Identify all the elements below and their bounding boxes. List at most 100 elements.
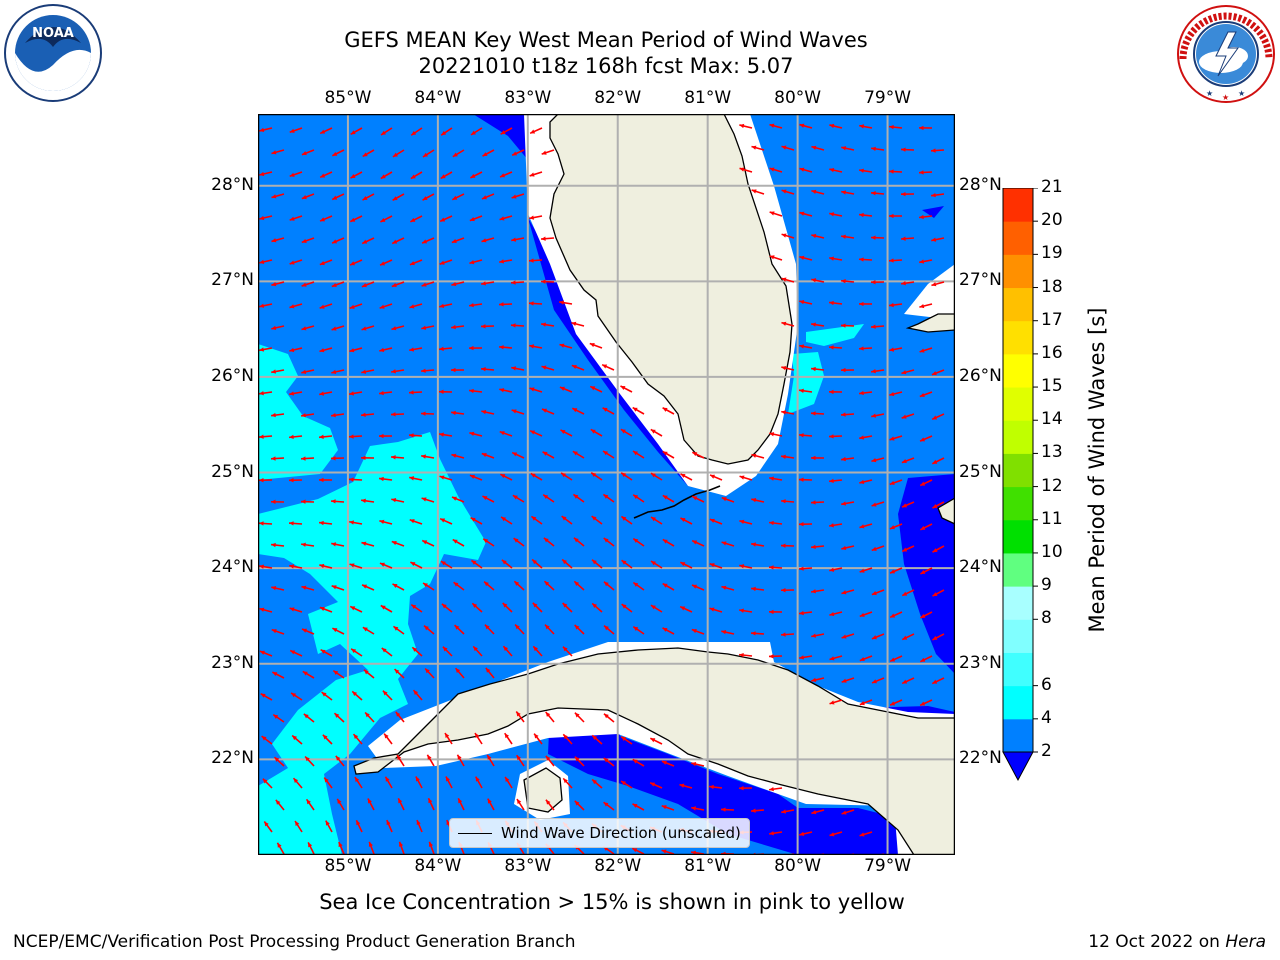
wind-wave-arrow (438, 346, 453, 352)
wind-wave-arrow (395, 711, 405, 723)
wind-wave-arrow (398, 841, 405, 855)
wind-wave-arrow (528, 258, 543, 263)
wind-wave-arrow (543, 537, 555, 547)
longitude-label-top: 81°W (684, 88, 732, 108)
nws-logo: ★ ★ ★ (1177, 5, 1275, 103)
wind-wave-arrow (438, 389, 453, 394)
wind-wave-arrow (918, 214, 933, 220)
wind-wave-arrow (381, 647, 393, 657)
wind-wave-arrow (559, 300, 573, 305)
wind-wave-arrow (769, 831, 783, 836)
wind-wave-arrow (440, 127, 453, 136)
wind-wave-arrow (545, 799, 555, 811)
wind-wave-arrow (691, 539, 705, 547)
longitude-label-bottom: 81°W (684, 856, 732, 876)
wind-wave-arrow (289, 127, 303, 134)
wind-wave-arrow (919, 435, 933, 442)
latitude-label-right: 25°N (959, 461, 1002, 482)
wind-wave-arrow (361, 369, 375, 374)
wind-wave-arrow (416, 819, 423, 833)
wind-wave-arrow (362, 193, 375, 201)
wind-wave-arrow (529, 387, 543, 393)
wind-wave-arrow (392, 149, 405, 158)
wind-wave-arrow (499, 215, 513, 221)
wind-wave-arrow (901, 413, 915, 419)
wind-wave-arrow (859, 124, 873, 129)
wind-wave-arrow (410, 215, 423, 223)
wind-wave-arrow (650, 560, 663, 569)
wind-wave-arrow (259, 347, 273, 352)
wind-wave-arrow (829, 611, 843, 617)
wind-wave-arrow (662, 582, 675, 591)
colorbar-segment (1003, 287, 1033, 322)
wind-wave-arrow (421, 325, 435, 330)
plot-subtitle: 20221010 t18z 168h fcst Max: 5.07 (418, 54, 794, 78)
colorbar-segment (1003, 353, 1033, 388)
wind-wave-arrow (859, 699, 873, 706)
colorbar-tick-label: 6 (1041, 674, 1052, 695)
wind-wave-arrow (364, 711, 375, 723)
ocean-period-lt2-region (922, 206, 944, 218)
wind-wave-arrow (632, 581, 645, 591)
wind-wave-arrow (349, 391, 363, 396)
wind-wave-arrow (810, 455, 825, 461)
colorbar-segment (1003, 320, 1033, 355)
wind-wave-arrow (451, 193, 465, 201)
wind-wave-arrow (780, 632, 795, 637)
wind-wave-arrow (811, 189, 825, 195)
wind-wave-arrow (319, 259, 333, 266)
wind-wave-arrow (739, 564, 753, 569)
wind-wave-arrow (901, 457, 915, 464)
wind-wave-arrow (301, 237, 315, 244)
wind-wave-arrow (573, 580, 585, 591)
wind-wave-arrow (901, 677, 915, 685)
sea-ice-note: Sea Ice Concentration > 15% is shown in … (319, 890, 905, 914)
longitude-label-bottom: 79°W (864, 856, 912, 876)
wind-wave-arrow (561, 558, 573, 569)
wind-wave-arrow (379, 562, 393, 569)
wind-wave-arrow (798, 610, 813, 616)
wind-wave-arrow (451, 324, 465, 330)
wind-wave-arrow (273, 756, 285, 767)
wind-wave-arrow (918, 125, 933, 131)
wind-wave-arrow (270, 499, 285, 505)
wind-wave-arrow (931, 237, 945, 242)
wind-wave-arrow (889, 655, 903, 663)
wind-wave-arrow (871, 146, 885, 152)
wind-wave-arrow (799, 831, 813, 837)
wind-wave-arrow (542, 494, 555, 503)
wind-wave-arrow (574, 624, 585, 635)
wind-wave-arrow (440, 560, 453, 569)
wind-wave-arrow (560, 472, 573, 481)
wind-wave-arrow (591, 602, 603, 613)
wind-wave-arrow (391, 369, 405, 374)
plot-title: GEFS MEAN Key West Mean Period of Wind W… (344, 28, 868, 52)
wind-wave-arrow (531, 558, 543, 569)
wind-wave-arrow (799, 344, 813, 349)
wind-wave-arrow (858, 257, 873, 262)
wind-wave-arrow (529, 215, 543, 220)
ocean-period-4-6-region (258, 344, 338, 480)
wind-wave-arrow (480, 367, 495, 372)
wind-wave-arrow (482, 538, 495, 547)
wind-wave-arrow (516, 798, 525, 811)
wind-wave-arrow (751, 189, 765, 195)
wind-wave-arrow (500, 516, 513, 525)
wind-wave-arrow (650, 428, 663, 437)
colorbar-segment (1003, 552, 1033, 587)
latitude-label-left: 24°N (211, 557, 254, 578)
wind-wave-arrow (602, 450, 615, 459)
wind-wave-arrow (452, 149, 465, 158)
wind-wave-arrow (931, 369, 945, 376)
wind-wave-arrow (709, 518, 723, 525)
wind-wave-arrow (562, 646, 573, 657)
wind-wave-arrow (858, 301, 873, 307)
wind-wave-arrow (259, 127, 273, 133)
wind-wave-arrow (410, 127, 423, 136)
wind-wave-arrow (571, 407, 585, 415)
wind-wave-arrow (349, 303, 363, 310)
wind-wave-arrow (276, 842, 285, 855)
wind-wave-arrow (384, 776, 393, 789)
wind-wave-arrow (920, 611, 933, 619)
colorbar-tick-label: 20 (1041, 210, 1063, 231)
